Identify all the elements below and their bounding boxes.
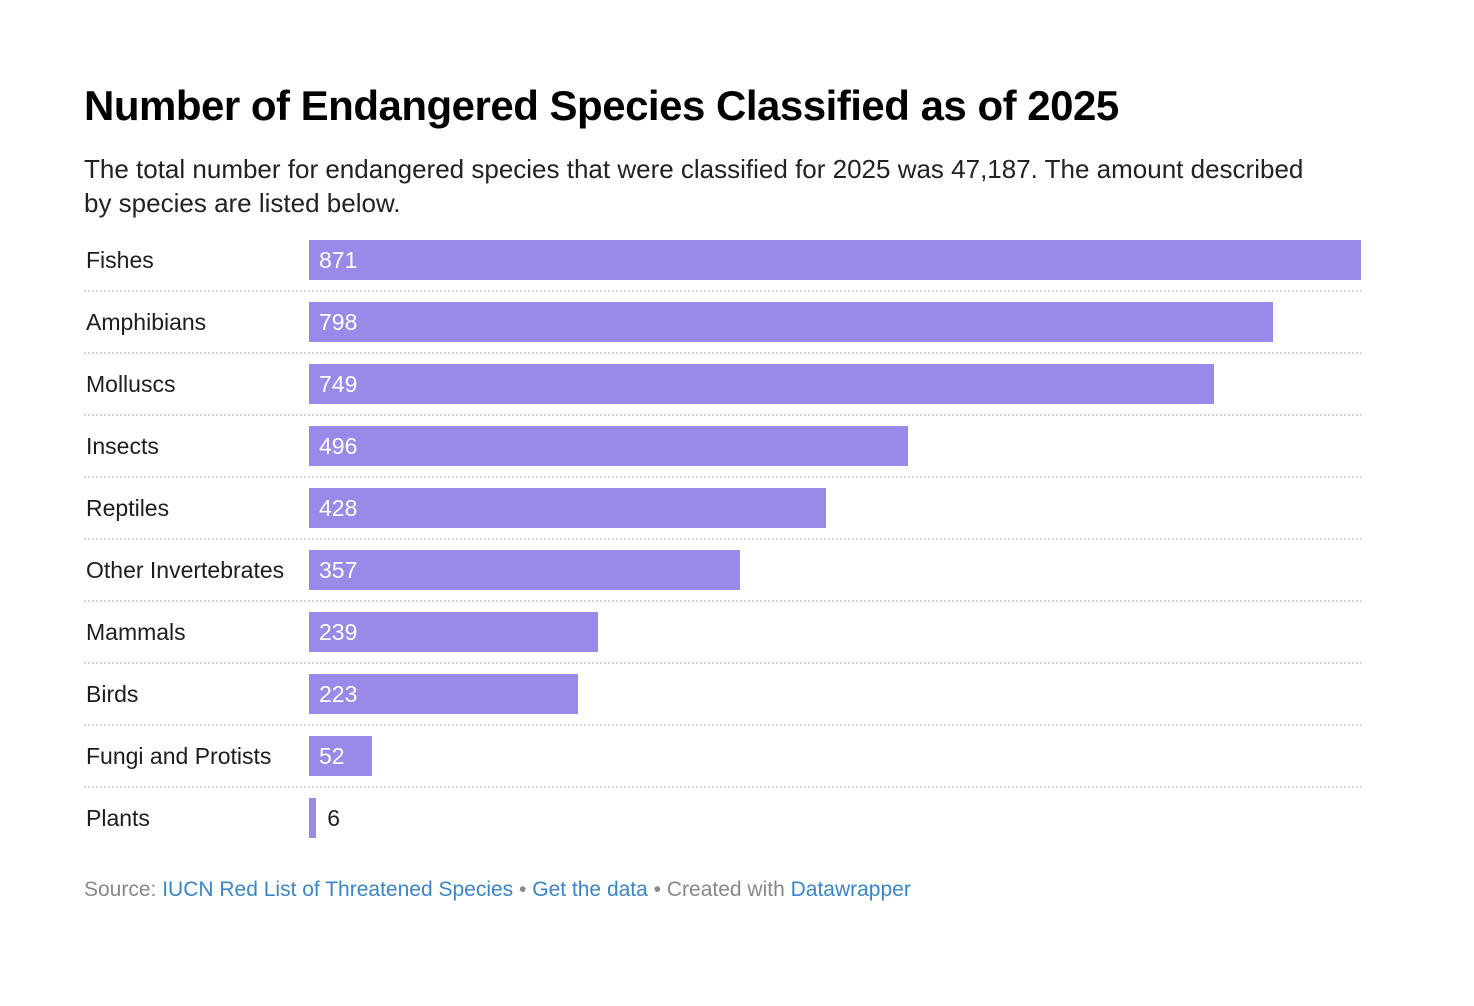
bar [309, 240, 1361, 280]
value-label: 428 [319, 495, 358, 521]
bar [309, 302, 1273, 342]
bar-row: Mammals 239 [84, 612, 1362, 674]
datawrapper-link[interactable]: Datawrapper [790, 878, 911, 901]
bar-row: Fishes 871 [84, 240, 1362, 302]
value-label: 52 [319, 743, 345, 769]
bar-row: Amphibians 798 [84, 302, 1362, 364]
bar-row: Other Invertebrates 357 [84, 550, 1362, 612]
row-divider [84, 476, 1362, 478]
value-label: 239 [319, 619, 358, 645]
category-label: Birds [86, 681, 139, 707]
value-label: 6 [327, 805, 341, 831]
bar-row: Plants 6 [84, 798, 1362, 860]
bar [309, 426, 909, 466]
bar-row: Molluscs 749 [84, 364, 1362, 426]
value-label: 871 [319, 247, 358, 273]
get-data-link[interactable]: Get the data [532, 878, 648, 901]
bar-row: Insects 496 [84, 426, 1362, 488]
bar [309, 612, 598, 652]
row-divider [84, 538, 1362, 540]
row-divider [84, 786, 1362, 788]
bar [309, 550, 741, 590]
category-label: Amphibians [86, 309, 207, 335]
value-label: 357 [319, 557, 358, 583]
category-label: Fungi and Protists [86, 743, 272, 769]
chart-subtitle: The total number for endangered species … [84, 154, 1304, 218]
row-divider [84, 600, 1362, 602]
chart-title: Number of Endangered Species Classified … [84, 82, 1119, 129]
bar [309, 364, 1214, 404]
category-label: Fishes [86, 247, 154, 273]
source-link[interactable]: IUCN Red List of Threatened Species [162, 878, 514, 901]
category-label: Mammals [86, 619, 186, 645]
bar [309, 488, 826, 528]
footer: Source: IUCN Red List of Threatened Spec… [84, 878, 911, 902]
bar-row: Birds 223 [84, 674, 1362, 736]
source-label: Source: [84, 878, 157, 901]
created-with-label: Created with [666, 878, 785, 901]
bar [309, 674, 579, 714]
category-label: Molluscs [86, 371, 176, 397]
row-divider [84, 724, 1362, 726]
category-label: Plants [86, 805, 150, 831]
row-divider [84, 662, 1362, 664]
bar [309, 798, 317, 838]
value-label: 798 [319, 309, 358, 335]
category-label: Reptiles [86, 495, 170, 521]
bar-chart: Fishes 871 Amphibians 798 Molluscs 749 Insects… [84, 240, 1362, 860]
separator: • [653, 878, 662, 901]
separator: • [519, 878, 527, 901]
row-divider [84, 414, 1362, 416]
bar-row: Fungi and Protists 52 [84, 736, 1362, 798]
value-label: 749 [319, 371, 358, 397]
bar [309, 736, 372, 776]
row-divider [84, 290, 1362, 292]
row-divider [84, 352, 1362, 354]
category-label: Insects [86, 433, 159, 459]
value-label: 496 [319, 433, 358, 459]
bar-row: Reptiles 428 [84, 488, 1362, 550]
category-label: Other Invertebrates [86, 557, 285, 583]
value-label: 223 [319, 681, 358, 707]
